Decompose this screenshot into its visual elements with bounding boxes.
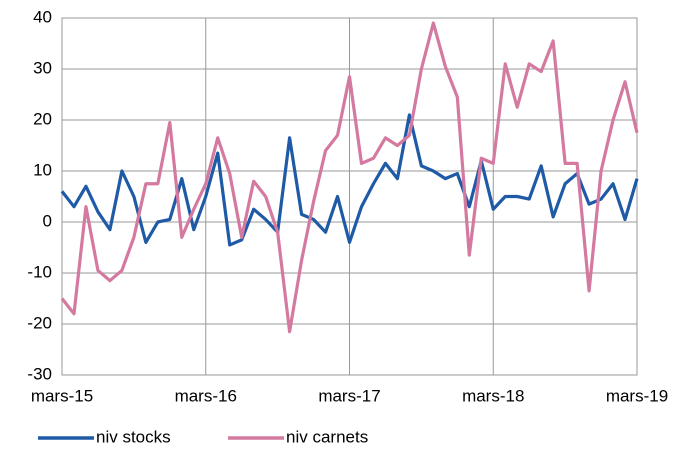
y-tick-label: 40 [33,7,52,26]
y-tick-label: -20 [27,313,52,332]
legend-label: niv carnets [286,427,368,446]
x-tick-label: mars-16 [175,386,237,405]
legend-label: niv stocks [96,427,171,446]
y-tick-label: 10 [33,160,52,179]
y-tick-label: -10 [27,262,52,281]
x-tick-label: mars-15 [31,386,93,405]
y-tick-label: 30 [33,58,52,77]
y-tick-label: 20 [33,109,52,128]
x-tick-label: mars-19 [606,386,668,405]
y-tick-label: 0 [43,211,52,230]
series-line [60,113,639,247]
x-tick-label: mars-18 [462,386,524,405]
x-tick-label: mars-17 [318,386,380,405]
y-tick-label: -30 [27,364,52,383]
series-line [60,21,639,334]
